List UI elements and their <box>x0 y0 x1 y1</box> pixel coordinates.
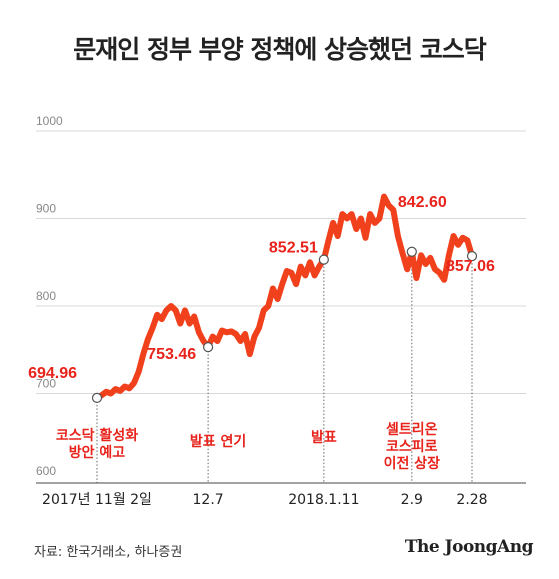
x-tick-label-1: 12.7 <box>193 492 224 508</box>
y-tick-labels: 600 700 800 900 1000 <box>36 114 63 478</box>
value-label-1: 753.46 <box>147 346 196 363</box>
event-note-0-1: 방안 예고 <box>69 444 126 461</box>
x-tick-label-3: 2.9 <box>401 492 423 508</box>
value-label-4: 857.06 <box>446 258 495 275</box>
annotation-points <box>91 246 478 403</box>
annotation-point-2 <box>318 254 329 265</box>
series-line-layer <box>94 193 475 401</box>
y-tick-label-1000: 1000 <box>36 114 63 128</box>
x-tick-label-2: 2018.1.11 <box>288 492 359 508</box>
value-label-0: 694.96 <box>28 365 77 382</box>
y-tick-label-800: 800 <box>36 289 56 303</box>
grid-lines <box>36 130 526 394</box>
x-tick-label-4: 2.28 <box>456 492 487 508</box>
annotation-point-1 <box>203 342 214 353</box>
y-tick-label-600: 600 <box>36 464 56 478</box>
event-note-2-0: 발표 <box>311 429 337 446</box>
publisher-logo: The JoongAng <box>404 537 534 557</box>
value-labels: 694.96 753.46 852.51 842.60 857.06 <box>28 194 495 382</box>
y-tick-label-700: 700 <box>36 377 56 391</box>
x-tick-labels: 2017년 11월 2일 12.7 2018.1.11 2.9 2.28 <box>42 492 488 508</box>
annotation-guides <box>96 251 473 483</box>
annotation-point-3 <box>406 246 417 257</box>
value-label-2: 852.51 <box>269 240 318 257</box>
y-tick-label-900: 900 <box>36 202 56 216</box>
annotation-point-4 <box>466 251 478 262</box>
x-tick-label-0: 2017년 11월 2일 <box>42 492 152 508</box>
event-note-0-0: 코스닥 활성화 <box>56 427 138 444</box>
source-note: 자료: 한국거래소, 하나증권 <box>34 545 183 560</box>
annotation-point-0 <box>91 392 103 403</box>
event-note-3-0: 셀트리온 <box>386 422 438 438</box>
value-label-3: 842.60 <box>398 194 447 211</box>
chart-title: 문재인 정부 부양 정책에 상승했던 코스닥 <box>73 35 487 64</box>
event-note-1-0: 발표 연기 <box>190 433 246 450</box>
event-note-3-1: 코스피로 <box>386 439 438 455</box>
kosdaq-series-line <box>94 193 475 401</box>
event-note-3-2: 이전 상장 <box>384 455 441 472</box>
